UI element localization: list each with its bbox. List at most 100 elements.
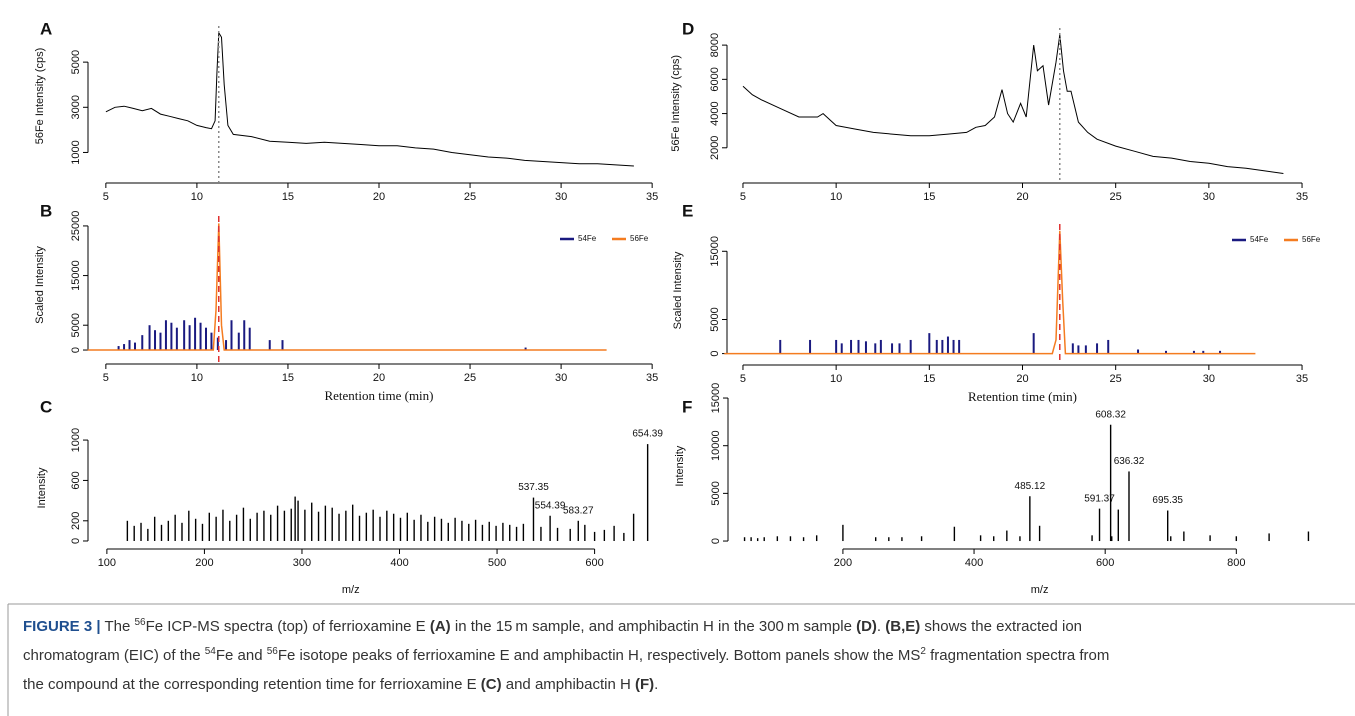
x-tick-label: 35 (646, 191, 658, 203)
y-tick-label: 1000 (70, 140, 82, 164)
x-tick-label: 20 (373, 191, 385, 203)
y-tick-label: 15000 (70, 260, 82, 291)
caption-text: (A) (429, 618, 451, 635)
x-tick-label: 10 (830, 373, 842, 385)
y-tick-label: 200 (70, 512, 82, 530)
x-tick-label: 500 (488, 557, 506, 569)
y-tick-label: 6000 (709, 67, 721, 91)
x-tick-label: 25 (464, 191, 476, 203)
caption-line: the compound at the corresponding retent… (23, 670, 1343, 699)
x-tick-label: 200 (195, 557, 213, 569)
caption-text: . (876, 618, 886, 635)
y-tick-label: 15000 (710, 383, 722, 414)
caption-text: . (654, 676, 659, 693)
x-tick-label: 25 (464, 372, 476, 384)
caption-text: shows the extracted ion (920, 618, 1083, 635)
y-tick-label: 5000 (70, 50, 82, 74)
caption-text: the compound at the corresponding retent… (23, 676, 481, 693)
x-tick-label: 30 (555, 372, 567, 384)
y-tick-label: 1000 (70, 428, 82, 452)
y-tick-label: 3000 (70, 95, 82, 119)
peak-label: 537.35 (518, 482, 549, 493)
y-axis-title: Scaled Intensity (672, 251, 684, 329)
caption-text: (B,E) (885, 618, 921, 635)
y-tick-label: 5000 (709, 307, 721, 331)
x-tick-label: 600 (585, 557, 603, 569)
x-tick-label: 5 (103, 191, 109, 203)
caption-text: in the 15 m sample, and amphibactin H in… (450, 618, 857, 635)
x-tick-label: 30 (1203, 191, 1215, 203)
y-tick-label: 0 (709, 351, 721, 357)
x-tick-label: 20 (1016, 191, 1028, 203)
trace (87, 223, 607, 351)
x-axis-title: Retention time (min) (324, 388, 433, 403)
x-axis-title: m/z (342, 584, 360, 596)
peak-label: 636.32 (1114, 456, 1145, 467)
caption-text: chromatogram (EIC) of the (23, 647, 205, 664)
peak-label: 583.27 (563, 505, 594, 516)
peak-label: 485.12 (1015, 481, 1046, 492)
panel-label: E (682, 201, 693, 220)
x-tick-label: 800 (1227, 557, 1245, 569)
caption-text: (F) (635, 676, 655, 693)
x-tick-label: 5 (740, 373, 746, 385)
caption-text: 54 (204, 646, 216, 657)
x-tick-label: 600 (1096, 557, 1114, 569)
x-tick-label: 200 (834, 557, 852, 569)
caption-text: 56 (134, 617, 146, 628)
panel-label: D (682, 19, 694, 38)
peak-label: 608.32 (1095, 409, 1126, 420)
x-tick-label: 100 (98, 557, 116, 569)
x-tick-label: 5 (740, 191, 746, 203)
legend-label: 54Fe (1250, 235, 1269, 244)
x-tick-label: 10 (191, 191, 203, 203)
x-axis-title: Retention time (min) (968, 389, 1077, 404)
y-axis-title: 56Fe Intensity (cps) (34, 48, 46, 145)
panel-label: C (40, 397, 52, 416)
y-tick-label: 25000 (70, 211, 82, 242)
caption: FIGURE 3 | The 56Fe ICP-MS spectra (top)… (23, 612, 1343, 699)
y-tick-label: 0 (70, 538, 82, 544)
y-tick-label: 8000 (709, 33, 721, 57)
x-tick-label: 20 (1016, 373, 1028, 385)
y-tick-label: 15000 (709, 236, 721, 267)
x-tick-label: 5 (103, 372, 109, 384)
caption-text: and amphibactin H (501, 676, 635, 693)
legend-label: 56Fe (630, 234, 649, 243)
x-tick-label: 10 (830, 191, 842, 203)
y-tick-label: 4000 (709, 101, 721, 125)
x-tick-label: 400 (390, 557, 408, 569)
trace (105, 31, 634, 167)
x-tick-label: 25 (1110, 191, 1122, 203)
caption-text: (C) (480, 676, 502, 693)
trace (724, 230, 1256, 355)
caption-text: 56 (266, 646, 278, 657)
y-tick-label: 0 (70, 347, 82, 353)
y-axis-title: Scaled Intensity (34, 246, 46, 324)
x-tick-label: 35 (1296, 373, 1308, 385)
x-tick-label: 15 (282, 191, 294, 203)
peak-label: 591.37 (1084, 493, 1115, 504)
x-tick-label: 15 (923, 373, 935, 385)
x-tick-label: 30 (555, 191, 567, 203)
legend-label: 56Fe (1302, 235, 1321, 244)
caption-text: 2 (920, 646, 926, 657)
x-tick-label: 400 (965, 557, 983, 569)
caption-line: chromatogram (EIC) of the 54Fe and 56Fe … (23, 641, 1343, 670)
x-tick-label: 25 (1110, 373, 1122, 385)
y-axis-title: Intensity (674, 445, 686, 486)
y-tick-label: 5000 (710, 481, 722, 505)
caption-text: FIGURE 3 | (23, 618, 101, 635)
caption-text: Fe isotope peaks of ferrioxamine E and a… (277, 647, 921, 664)
panel-label: A (40, 19, 52, 38)
y-axis-title: Intensity (36, 467, 48, 508)
y-tick-label: 2000 (709, 136, 721, 160)
x-tick-label: 20 (373, 372, 385, 384)
x-tick-label: 35 (646, 372, 658, 384)
peak-label: 695.35 (1152, 495, 1183, 506)
panel-label: F (682, 397, 692, 416)
x-axis-title: m/z (1031, 584, 1049, 596)
x-tick-label: 15 (282, 372, 294, 384)
